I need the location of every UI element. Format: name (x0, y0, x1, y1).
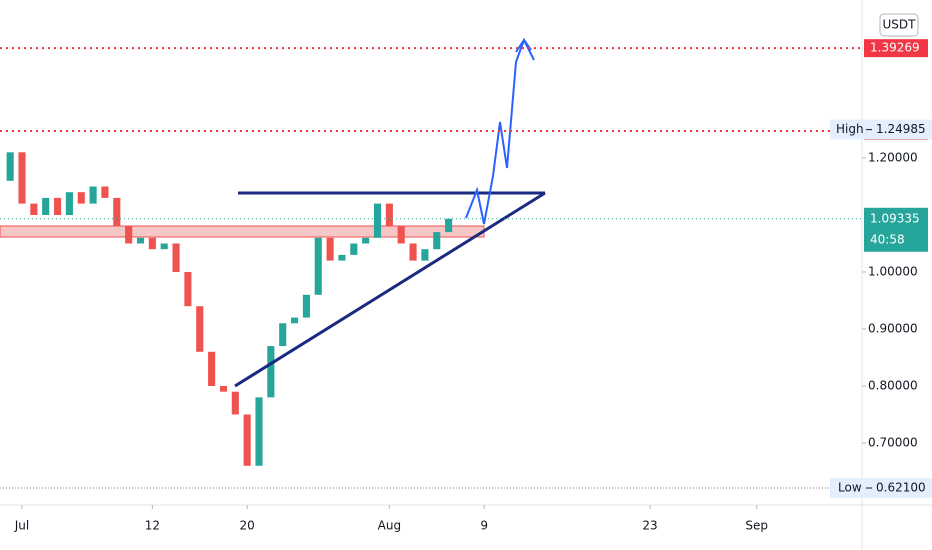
candle-body (362, 237, 370, 244)
currency: USDT (883, 18, 917, 32)
y-tick-label: 1.00000 (868, 264, 918, 278)
high-name: High (836, 122, 864, 136)
candle-body (136, 237, 145, 244)
y-tick-label: 0.80000 (868, 378, 918, 392)
y-tick-label: 1.20000 (868, 150, 918, 164)
x-tick-label: Sep (745, 519, 768, 533)
candle-body (101, 186, 109, 198)
candle-body (219, 385, 228, 392)
candle-body (373, 203, 382, 238)
x-tick-label: 9 (480, 519, 488, 533)
candle-body (160, 243, 168, 250)
x-tick-label: 20 (240, 519, 255, 533)
resistance-zone (0, 225, 485, 238)
low-value: 0.62100 (876, 481, 926, 495)
candle-body (350, 243, 358, 255)
y-tick-label: 0.70000 (868, 435, 918, 449)
high-value: 1.24985 (876, 122, 926, 136)
candle-body (113, 197, 121, 227)
high-box (830, 119, 932, 140)
candle-body (445, 218, 453, 233)
candle-body (172, 243, 180, 272)
arrow-head (515, 38, 532, 53)
candle-body (409, 243, 417, 261)
currency-box (879, 13, 919, 37)
low-box (830, 478, 932, 499)
candle-body (385, 203, 393, 227)
candle-body (326, 237, 334, 261)
candle-body (290, 317, 299, 324)
candle-body (255, 397, 263, 466)
candle-body (279, 323, 287, 347)
last-price-box (864, 207, 928, 252)
candle-body (65, 192, 73, 215)
candle-body (314, 237, 322, 295)
projection-arrow (465, 37, 535, 225)
candle-body (77, 192, 85, 204)
candle-body (231, 391, 239, 415)
candle-body (148, 237, 156, 250)
candle-body (433, 232, 441, 250)
candle-body (208, 351, 216, 386)
low-name: Low (838, 481, 862, 495)
candle-body (54, 197, 62, 215)
candle-body (397, 226, 405, 244)
candle-body (267, 346, 275, 398)
countdown: 40:58 (870, 232, 905, 246)
triangle-bottom (234, 191, 546, 388)
candle-body (184, 271, 192, 307)
candle-body (18, 152, 26, 204)
last-price-label: 1.09335 (870, 211, 920, 225)
candle-body (125, 226, 133, 244)
candle-body (42, 197, 50, 215)
x-tick-label: Jul (14, 519, 29, 533)
candle-body (421, 249, 429, 261)
x-tick-label: 12 (145, 519, 160, 533)
y-tick-label: 0.90000 (868, 321, 918, 335)
candle-body (302, 294, 310, 318)
price-label: 1.39269 (870, 41, 920, 55)
candle-body (243, 414, 251, 466)
price-label-box (864, 39, 928, 58)
candle-body (6, 152, 14, 181)
candle-body (89, 186, 97, 204)
candle-body (338, 254, 346, 261)
x-tick-label: 23 (642, 519, 657, 533)
candle-body (30, 203, 38, 215)
candle-body (196, 306, 204, 352)
x-tick-label: Aug (378, 519, 401, 533)
